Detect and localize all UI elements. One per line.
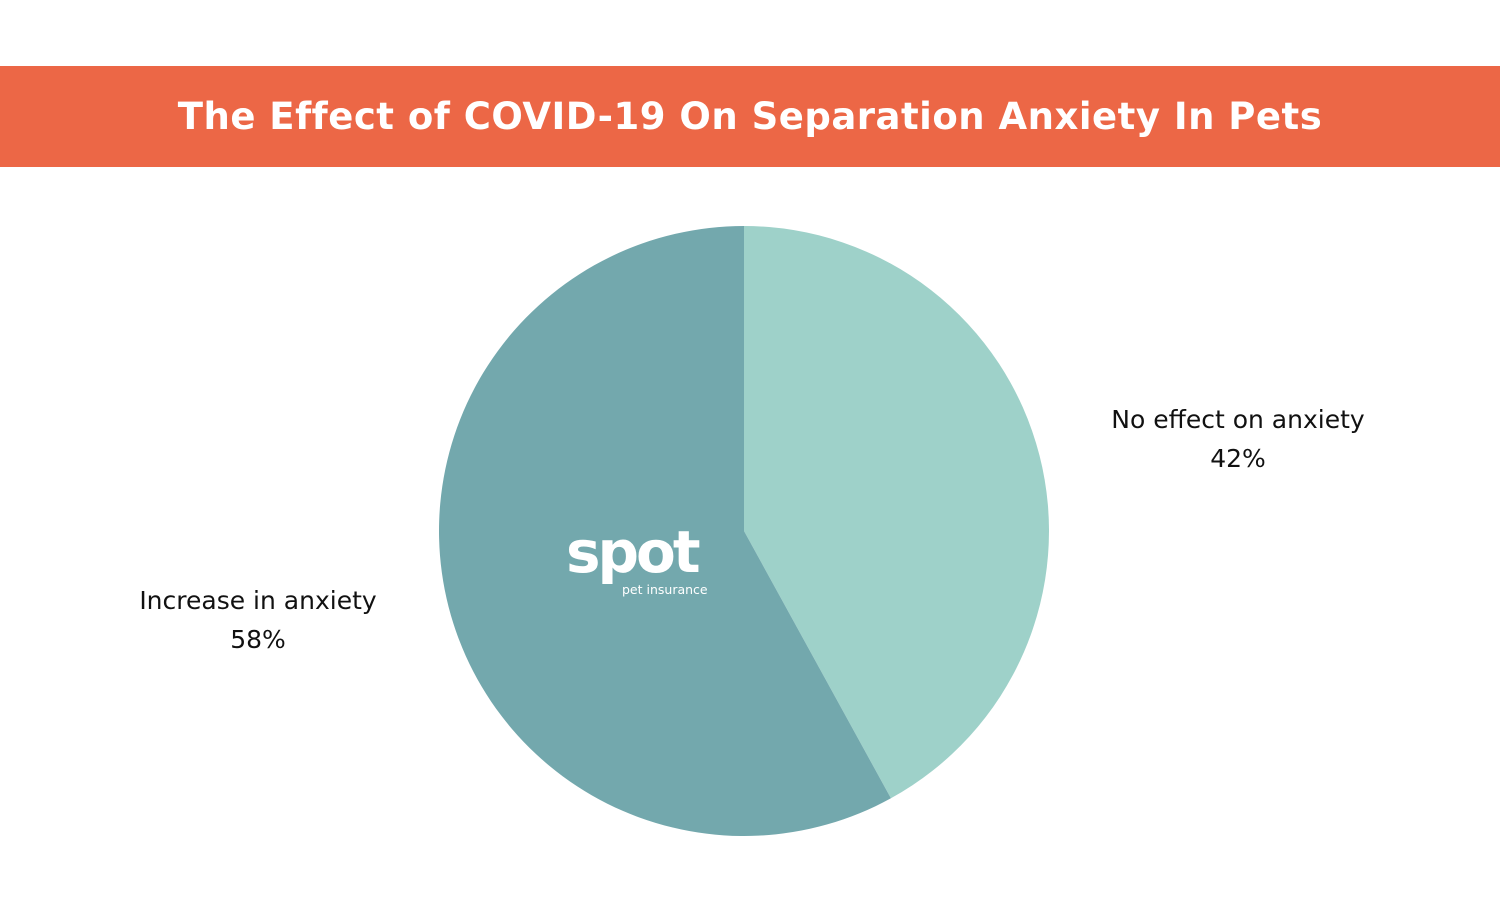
slice-label-no-effect: No effect on anxiety 42% [1068, 400, 1408, 478]
pie-slice-1 [438, 226, 891, 837]
spot-logo: spot pet insurance [566, 518, 716, 597]
slice-label-increase: Increase in anxiety 58% [88, 581, 428, 659]
logo-wordmark: spot [566, 518, 701, 586]
title-banner: The Effect of COVID-19 On Separation Anx… [0, 66, 1500, 167]
logo-subtext: pet insurance [622, 582, 708, 597]
slice-label-text: No effect on anxiety [1111, 405, 1365, 434]
pie-slice-0 [744, 226, 1049, 799]
slice-value-label: 58% [230, 625, 286, 654]
chart-title: The Effect of COVID-19 On Separation Anx… [177, 95, 1323, 138]
slice-value-label: 42% [1210, 444, 1266, 473]
slice-label-text: Increase in anxiety [139, 586, 377, 615]
